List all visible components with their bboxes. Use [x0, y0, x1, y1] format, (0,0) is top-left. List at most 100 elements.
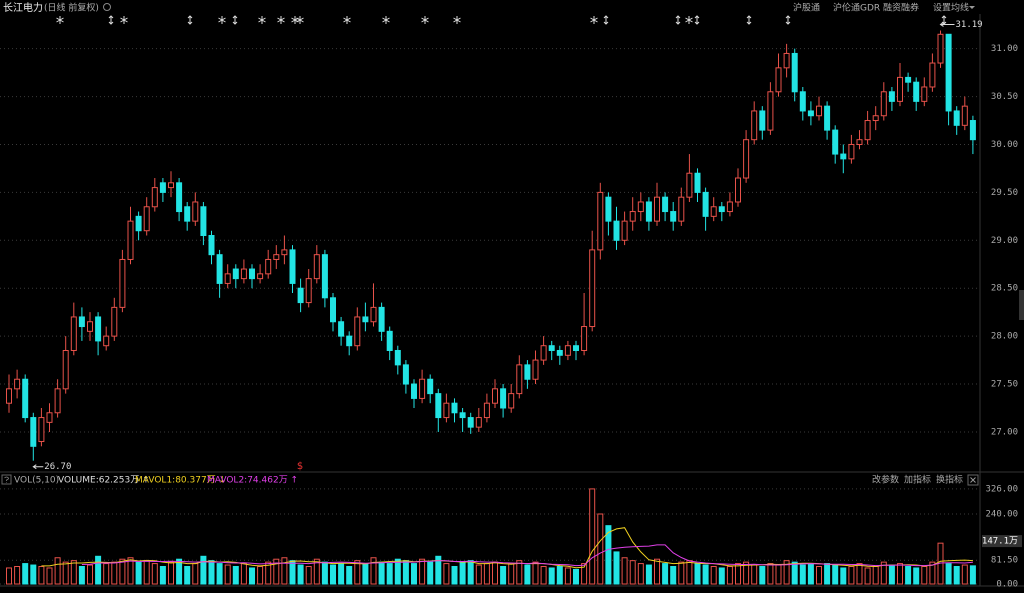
candle-body — [556, 349, 563, 356]
candle-body — [540, 345, 547, 361]
volume-bar — [111, 561, 118, 585]
scroll-tab[interactable] — [1019, 290, 1024, 320]
volume-bar — [694, 563, 701, 585]
menu-item[interactable]: 设置均线 — [933, 2, 969, 14]
event-flag-label: $ — [297, 461, 303, 472]
volume-bar — [143, 560, 150, 585]
volume-bar — [427, 561, 434, 585]
candle-body — [670, 211, 677, 222]
close-box[interactable] — [967, 474, 979, 486]
candle-body — [475, 417, 482, 428]
low-label: 26.70 — [44, 462, 71, 472]
candle-body — [897, 76, 903, 102]
candle-body — [751, 110, 758, 141]
candle-body — [216, 254, 223, 284]
candle-body — [726, 201, 733, 213]
event-flag — [187, 15, 193, 25]
tool-button[interactable]: 换指标 — [936, 474, 963, 486]
tool-button[interactable]: 改参数 — [872, 474, 899, 486]
y-tick-label: 27.50 — [991, 380, 1018, 390]
volume-bar — [78, 566, 85, 585]
menu-item[interactable]: 沪股通 — [793, 2, 820, 14]
candle-body — [597, 191, 604, 251]
event-star — [343, 16, 351, 24]
volume-bar — [759, 566, 766, 585]
candle-body — [54, 388, 61, 414]
candle-body — [629, 211, 636, 222]
candle-body — [694, 172, 701, 193]
volume-bar — [597, 513, 604, 585]
candle-body — [864, 120, 871, 141]
candle-body — [969, 120, 976, 141]
volume-bar — [864, 567, 871, 585]
volume-bar — [735, 563, 741, 585]
volume-bar — [621, 557, 628, 585]
candle-body — [840, 153, 847, 160]
candle-body — [143, 206, 150, 232]
candle-body — [710, 206, 717, 217]
stock-name: 长江电力 — [3, 1, 43, 14]
volume-bar — [232, 566, 239, 585]
volume-bar — [662, 563, 669, 585]
candle-body — [135, 215, 142, 232]
volume-bar — [435, 555, 442, 585]
candle-body — [921, 86, 928, 102]
volume-bar — [87, 564, 93, 585]
candle-body — [532, 359, 539, 380]
volume-bar — [548, 567, 555, 585]
event-star — [258, 16, 266, 24]
volume-bar — [467, 560, 474, 585]
candle-body — [281, 249, 288, 256]
candle-body — [702, 191, 709, 217]
event-star — [453, 16, 461, 24]
volume-bar — [176, 558, 183, 585]
volume-bar — [151, 563, 158, 585]
volume-bar — [645, 564, 652, 585]
volume-bar — [629, 560, 636, 585]
help-box[interactable] — [1, 474, 12, 485]
candle-body — [362, 316, 369, 323]
volume-bar — [159, 566, 166, 585]
candle-body — [759, 110, 766, 131]
volume-bar — [945, 563, 952, 585]
candle-body — [330, 297, 336, 323]
candle-body — [500, 388, 507, 409]
candle-body — [6, 388, 12, 404]
volume-bar — [767, 563, 774, 585]
volume-bar — [459, 561, 466, 585]
volume-bar — [70, 560, 77, 585]
candle-body — [30, 417, 37, 447]
y-tick-label: 81.50 — [991, 556, 1018, 566]
cursor-label: 147.1万 — [982, 537, 1018, 547]
y-tick-label: 30.00 — [991, 140, 1018, 150]
candle-body — [87, 321, 93, 332]
volume-bar — [783, 560, 790, 585]
candle-body — [240, 268, 247, 280]
volume-bar — [22, 563, 29, 585]
volume-bar — [281, 557, 288, 585]
candle-body — [386, 330, 393, 351]
volume-bar — [38, 566, 45, 585]
chart-mode: (日线 前复权) — [44, 2, 99, 14]
y-tick-label: 240.00 — [985, 510, 1018, 520]
candle-body — [791, 52, 798, 93]
candle-body — [872, 115, 879, 122]
tool-button[interactable]: 加指标 — [904, 474, 931, 486]
volume-bar — [969, 565, 976, 585]
candle-body — [297, 287, 304, 304]
volume-bar — [880, 561, 887, 585]
menu-item[interactable]: 融资融券 — [883, 2, 919, 14]
candle-body — [654, 196, 660, 222]
candle-body — [168, 182, 174, 189]
annotation-arrow — [939, 22, 955, 27]
candle-body — [516, 364, 523, 395]
candle-body — [492, 388, 498, 404]
volume-bar — [6, 567, 12, 585]
settings-icon[interactable] — [103, 3, 111, 11]
event-flag — [694, 15, 700, 25]
menu-item[interactable]: 沪伦通GDR — [833, 2, 880, 14]
candle-body — [735, 177, 741, 203]
volume-bar — [678, 561, 685, 585]
volume-bar — [354, 560, 361, 585]
